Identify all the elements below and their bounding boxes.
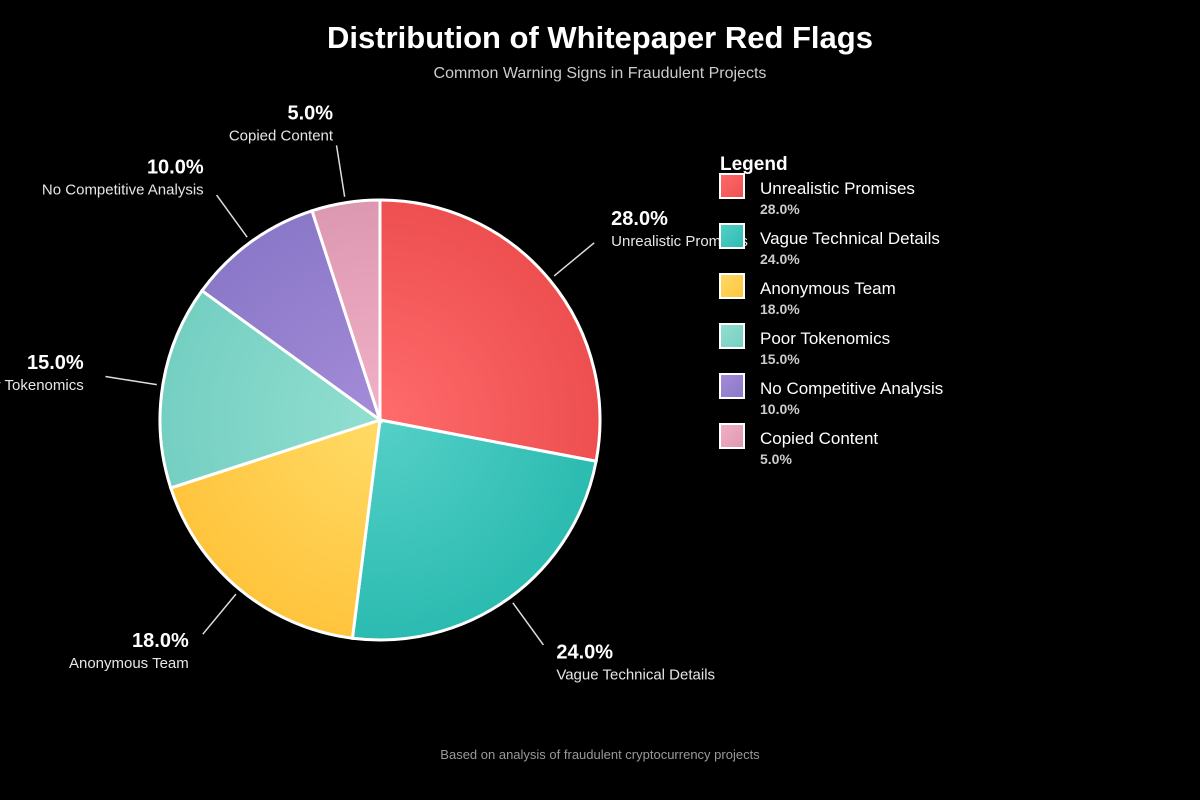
- slice-percent-label: 24.0%: [556, 642, 613, 664]
- leader-line: [105, 375, 157, 386]
- legend-item-value: 15.0%: [760, 351, 800, 367]
- slice-name-label: Copied Content: [229, 128, 334, 145]
- legend-item-label: Anonymous Team: [760, 279, 896, 298]
- legend-item-value: 24.0%: [760, 251, 800, 267]
- leader-line: [202, 593, 237, 635]
- legend-item-label: Copied Content: [760, 429, 878, 448]
- chart-title: Distribution of Whitepaper Red Flags: [327, 20, 873, 55]
- slice-percent-label: 5.0%: [287, 103, 333, 125]
- chart-footer: Based on analysis of fraudulent cryptocu…: [440, 747, 760, 762]
- legend-swatch: [719, 223, 745, 249]
- leader-line: [335, 145, 346, 197]
- legend-swatch: [719, 323, 745, 349]
- legend-swatch: [719, 373, 745, 399]
- legend-title: Legend: [720, 154, 788, 175]
- slice-percent-label: 10.0%: [147, 156, 204, 178]
- slice-name-label: Unrealistic Promises: [611, 233, 748, 250]
- legend-item-label: Poor Tokenomics: [760, 329, 890, 348]
- legend-item-label: Unrealistic Promises: [760, 179, 915, 198]
- legend-item-value: 28.0%: [760, 201, 800, 217]
- leader-line: [553, 242, 595, 277]
- legend-swatch: [719, 173, 745, 199]
- slice-percent-label: 15.0%: [27, 352, 84, 374]
- legend-item-label: Vague Technical Details: [760, 229, 940, 248]
- legend-item-value: 18.0%: [760, 301, 800, 317]
- leader-line: [512, 602, 545, 646]
- slice-labels: 28.0% Unrealistic Promises 24.0% Vague Tech…: [0, 103, 748, 684]
- legend-item-value: 10.0%: [760, 401, 800, 417]
- pie-slice-4: [199, 208, 383, 424]
- slice-name-label: No Competitive Analysis: [42, 181, 204, 198]
- legend-item-label: No Competitive Analysis: [760, 379, 943, 398]
- slice-percent-label: 18.0%: [132, 630, 189, 652]
- pie-slice-1: [350, 418, 598, 642]
- pie-slice-0: [378, 198, 602, 463]
- legend-item-value: 5.0%: [760, 451, 792, 467]
- pie-slices: [158, 198, 602, 642]
- legend-swatch: [719, 273, 745, 299]
- leader-line: [215, 194, 248, 238]
- pie-slice-3: [158, 288, 384, 490]
- slice-name-label: Vague Technical Details: [556, 667, 715, 684]
- slice-percent-label: 28.0%: [611, 208, 668, 230]
- chart-subtitle: Common Warning Signs in Fraudulent Proje…: [433, 65, 767, 82]
- pie-slice-2: [168, 417, 382, 640]
- legend: Legend Unrealistic Promises 28.0% Vague Te…: [719, 154, 943, 467]
- pie-slice-5: [310, 198, 382, 421]
- slice-name-label: Anonymous Team: [69, 655, 189, 672]
- slice-name-label: Poor Tokenomics: [0, 377, 84, 394]
- legend-swatch: [719, 423, 745, 449]
